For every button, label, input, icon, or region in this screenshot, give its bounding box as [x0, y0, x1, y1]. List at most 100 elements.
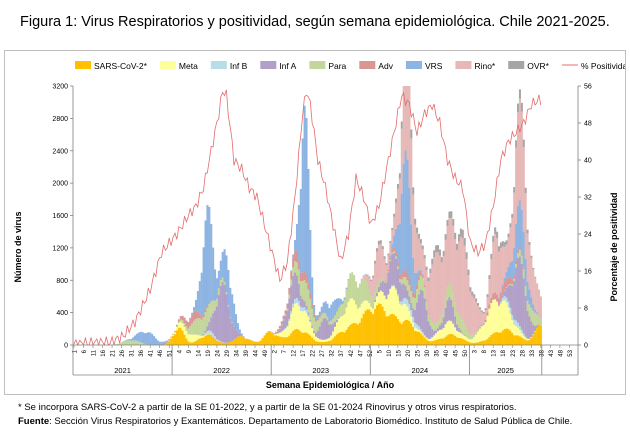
- bar-meta: [364, 300, 367, 311]
- bar-inf-a: [278, 328, 281, 333]
- bar-para: [315, 321, 318, 333]
- bar-meta: [315, 336, 318, 342]
- bar-para: [143, 343, 146, 345]
- x-tick-label: 18: [501, 349, 507, 356]
- bar-ovr: [532, 267, 535, 270]
- bar-ovr: [530, 255, 533, 258]
- bar-sars-cov-2: [267, 331, 270, 345]
- bar-meta: [353, 300, 356, 323]
- bar-inf-a: [517, 257, 520, 323]
- bar-meta: [324, 339, 327, 342]
- bar-meta: [273, 334, 276, 336]
- bar-ovr: [448, 211, 451, 218]
- bar-inf-a: [282, 320, 285, 330]
- bar-inf-a: [501, 295, 504, 298]
- bar-inf-b: [288, 319, 291, 321]
- bar-rino: [404, 86, 407, 151]
- bar-rino: [454, 239, 457, 303]
- bar-ovr: [486, 294, 489, 297]
- bar-rino: [526, 233, 529, 282]
- bar-inf-a: [208, 321, 211, 331]
- bar-sars-cov-2: [417, 331, 420, 345]
- bar-adv: [198, 313, 201, 319]
- bar-meta: [499, 303, 502, 333]
- bar-vrs: [309, 230, 312, 293]
- bar-sars-cov-2: [349, 324, 352, 345]
- bar-sars-cov-2: [269, 331, 272, 345]
- bar-sars-cov-2: [477, 342, 480, 345]
- x-tick-label: 14: [196, 349, 202, 356]
- bar-sars-cov-2: [524, 339, 527, 345]
- x-tick-label: 45: [454, 349, 460, 356]
- bar-para: [133, 340, 137, 345]
- x-tick-label: 32: [330, 349, 336, 356]
- bar-para: [206, 307, 209, 327]
- bar-adv: [294, 250, 297, 262]
- bar-vrs: [391, 244, 394, 250]
- bar-inf-b: [396, 294, 400, 297]
- bar-sars-cov-2: [250, 340, 253, 345]
- bar-inf-a: [457, 327, 460, 332]
- bar-adv: [480, 324, 483, 326]
- bar-meta: [303, 310, 306, 333]
- x-axis-label: Semana Epidemiológica / Año: [266, 380, 395, 390]
- bar-rino: [482, 313, 485, 324]
- bar-sars-cov-2: [520, 337, 523, 345]
- bar-adv: [400, 274, 403, 280]
- bar-inf-b: [524, 336, 527, 338]
- bar-inf-a: [410, 302, 413, 310]
- bar-sars-cov-2: [539, 325, 542, 345]
- bar-meta: [452, 323, 455, 335]
- bar-inf-a: [398, 282, 401, 302]
- bar-adv: [524, 285, 527, 287]
- bar-inf-a: [299, 295, 302, 307]
- bar-para: [356, 287, 359, 309]
- bar-meta: [440, 329, 443, 339]
- bar-sars-cov-2: [290, 333, 293, 345]
- bar-adv: [429, 317, 432, 319]
- y2-tick-label: 56: [584, 84, 592, 91]
- bar-rino: [364, 274, 367, 280]
- bar-sars-cov-2: [486, 338, 489, 345]
- bar-para: [339, 304, 342, 317]
- bar-inf-a: [436, 328, 440, 332]
- bar-vrs: [417, 270, 420, 277]
- bar-adv: [478, 326, 481, 328]
- x-tick-label: 27: [320, 349, 326, 356]
- bar-sars-cov-2: [461, 338, 464, 345]
- bar-meta: [181, 323, 184, 331]
- bar-sars-cov-2: [484, 340, 487, 345]
- bar-inf-b: [511, 315, 514, 321]
- bar-para: [191, 323, 194, 335]
- bar-adv: [191, 314, 194, 324]
- bar-para: [448, 282, 451, 298]
- bar-vrs: [193, 307, 196, 312]
- bar-inf-a: [446, 300, 449, 322]
- bar-para: [400, 279, 403, 285]
- bar-para: [282, 319, 285, 321]
- bar-meta: [492, 300, 495, 334]
- bar-sars-cov-2: [368, 309, 371, 345]
- bar-inf-b: [501, 297, 504, 301]
- bar-para: [292, 267, 295, 276]
- bar-ovr: [465, 252, 468, 260]
- bar-ovr: [417, 233, 420, 239]
- bar-vrs: [206, 205, 209, 307]
- bar-adv: [404, 270, 407, 278]
- bar-rino: [442, 256, 445, 309]
- bar-para: [404, 277, 407, 286]
- bar-meta: [497, 306, 501, 333]
- bar-sars-cov-2: [387, 316, 390, 345]
- bar-sars-cov-2: [425, 339, 428, 345]
- bar-para: [416, 289, 419, 303]
- bar-sars-cov-2: [194, 340, 198, 345]
- bar-adv: [204, 309, 207, 313]
- bar-inf-a: [454, 316, 457, 328]
- bar-adv: [477, 329, 480, 331]
- y2-tick-label: 24: [584, 232, 592, 239]
- bar-para: [377, 282, 380, 287]
- bar-adv: [309, 292, 312, 299]
- bar-inf-a: [276, 331, 279, 334]
- bar-para: [473, 333, 476, 338]
- bar-ovr: [383, 256, 386, 259]
